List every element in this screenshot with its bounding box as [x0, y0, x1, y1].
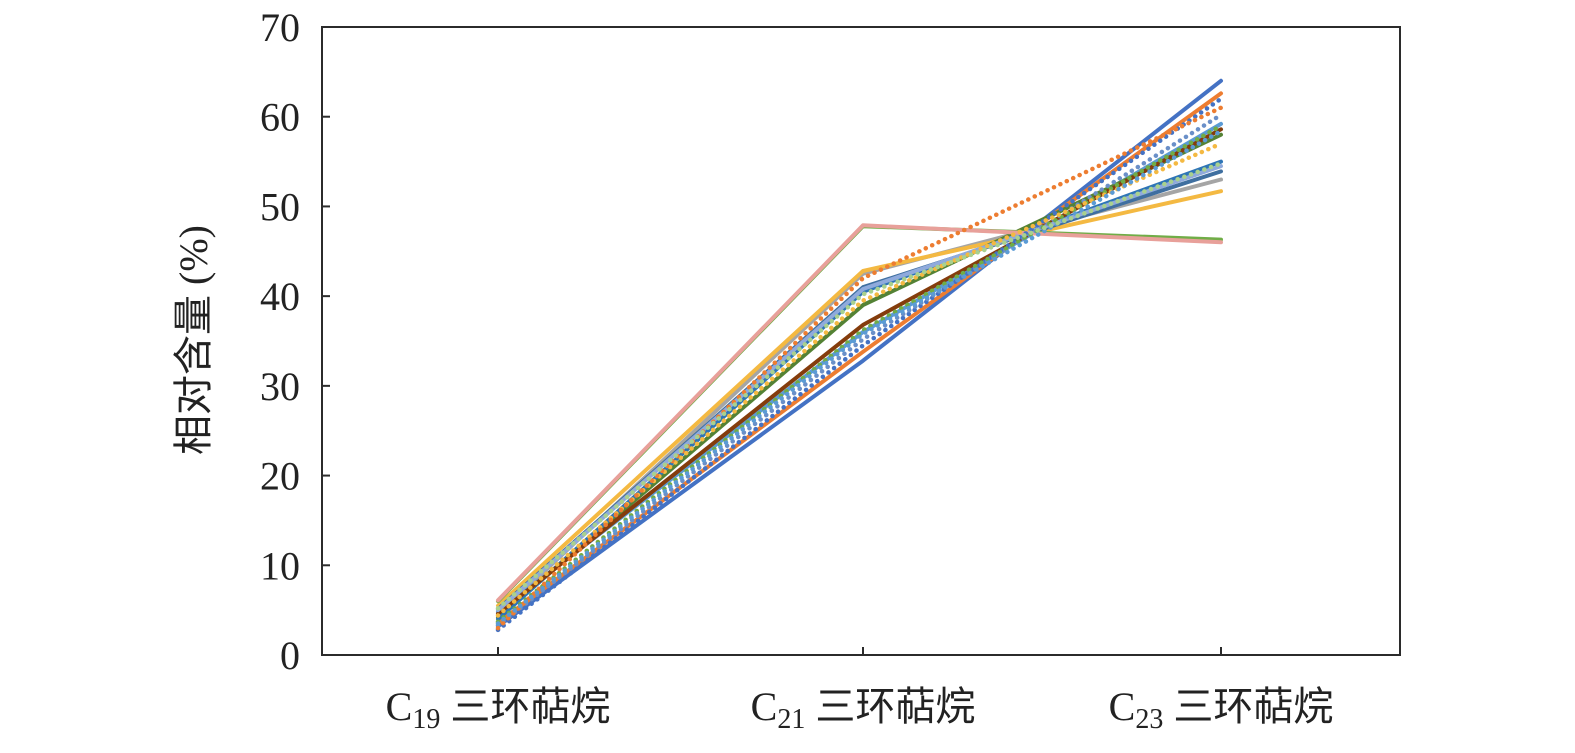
- series-layer: [495, 78, 1224, 633]
- y-tick-label: 70: [260, 5, 300, 50]
- series-line-14: [495, 112, 1224, 628]
- y-tick-label: 50: [260, 184, 300, 229]
- x-tick-label: C23 三环萜烷: [1109, 684, 1334, 735]
- y-tick-label: 10: [260, 543, 300, 588]
- series-line-12: [496, 223, 1223, 603]
- y-axis-label: 相对含量 (%): [171, 225, 216, 455]
- y-tick-label: 20: [260, 454, 300, 499]
- x-tick-label: C19 三环萜烷: [386, 684, 611, 735]
- y-tick-label: 0: [280, 633, 300, 678]
- y-tick-label: 30: [260, 364, 300, 409]
- series-line-11: [496, 164, 1223, 613]
- series-line-4: [496, 189, 1223, 608]
- axes-layer: 0 10 20 30 40 50 60 70 C19 三环萜烷 C21 三环萜烷 C23 三环萜烷: [260, 5, 1401, 735]
- series-line-5: [496, 121, 1223, 614]
- series-line-16: [495, 141, 1224, 618]
- series-line-17: [495, 105, 1224, 631]
- series-line-13: [495, 96, 1224, 633]
- plot-frame: [321, 26, 1401, 656]
- y-tick-label: 60: [260, 95, 300, 140]
- series-line-18: [495, 128, 1224, 626]
- y-tick-label: 40: [260, 274, 300, 319]
- x-tick-label: C21 三环萜烷: [751, 684, 976, 735]
- series-line-19: [495, 161, 1224, 611]
- series-line-1: [496, 78, 1223, 629]
- series-line-8: [496, 127, 1223, 616]
